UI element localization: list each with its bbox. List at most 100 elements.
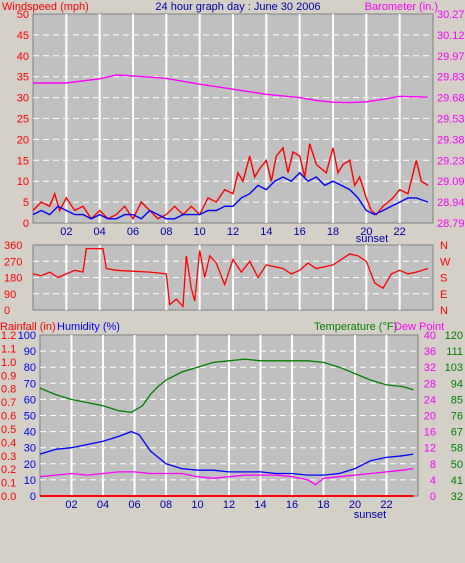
rainfall-tick-label: 0.3 bbox=[1, 451, 16, 463]
rain-humidity-temp-series bbox=[39, 358, 414, 497]
windspeed-ticks: 0 5 10 15 20 25 30 35 40 45 50 bbox=[17, 9, 29, 230]
x-tick-label: 16 bbox=[286, 499, 298, 511]
sunset-label-top: sunset bbox=[356, 233, 388, 245]
series-line-magenta bbox=[33, 74, 429, 104]
wind-direction-series bbox=[32, 247, 429, 308]
wind-baro-grid bbox=[33, 14, 433, 223]
direction-degree-label: 0 bbox=[4, 305, 10, 317]
rain-humidity-temp-x-ticks: 02 04 06 08 10 12 14 16 18 20 22 bbox=[65, 499, 392, 511]
direction-compass-label: E bbox=[440, 289, 447, 301]
series-line-magenta bbox=[39, 467, 414, 486]
humidity-tick-label: 100 bbox=[18, 330, 36, 342]
humidity-tick-label: 0 bbox=[30, 491, 36, 503]
temperature-axis-label: Temperature (°F) bbox=[314, 321, 397, 333]
windspeed-tick-label: 5 bbox=[23, 197, 29, 209]
x-tick-label: 02 bbox=[60, 226, 72, 238]
chart-title: 24 hour graph day : June 30 2006 bbox=[155, 1, 320, 13]
series-line-green bbox=[39, 358, 414, 413]
dew-point-tick-label: 12 bbox=[424, 443, 436, 455]
rainfall-tick-label: 0.2 bbox=[1, 464, 16, 476]
sunset-label-bottom: sunset bbox=[354, 509, 386, 521]
dew-point-tick-label: 40 bbox=[424, 330, 436, 342]
dew-point-tick-label: 32 bbox=[424, 362, 436, 374]
rainfall-tick-label: 1.1 bbox=[1, 343, 16, 355]
temperature-tick-label: 94 bbox=[451, 378, 463, 390]
rainfall-tick-label: 1.0 bbox=[1, 357, 16, 369]
windspeed-tick-label: 10 bbox=[17, 176, 29, 188]
temperature-tick-label: 120 bbox=[445, 330, 463, 342]
rainfall-tick-label: 0.6 bbox=[1, 411, 16, 423]
x-tick-label: 14 bbox=[254, 499, 266, 511]
windspeed-tick-label: 20 bbox=[17, 134, 29, 146]
windspeed-axis-label: Windspeed (mph) bbox=[2, 1, 89, 13]
windspeed-tick-label: 45 bbox=[17, 30, 29, 42]
direction-compass-label: S bbox=[440, 273, 447, 285]
windspeed-tick-label: 15 bbox=[17, 155, 29, 167]
temperature-tick-label: 111 bbox=[446, 346, 463, 358]
x-tick-label: 16 bbox=[294, 226, 306, 238]
windspeed-tick-label: 50 bbox=[17, 9, 29, 21]
direction-degree-label: 180 bbox=[4, 273, 22, 285]
dew-point-tick-label: 24 bbox=[424, 394, 436, 406]
barometer-tick-label: 29.38 bbox=[437, 134, 465, 146]
rainfall-tick-label: 1.2 bbox=[1, 330, 16, 342]
barometer-tick-label: 30.27 bbox=[437, 9, 465, 21]
dew-point-tick-label: 0 bbox=[430, 491, 436, 503]
barometer-ticks: 28.79 28.94 29.09 29.23 29.38 29.53 29.68 29.83… bbox=[437, 9, 465, 230]
dew-point-ticks: 0 4 8 12 16 20 24 28 32 36 40 bbox=[424, 330, 436, 503]
dew-point-tick-label: 28 bbox=[424, 378, 436, 390]
wind-baro-x-ticks: 02 04 06 08 10 12 14 16 18 20 22 bbox=[60, 226, 406, 238]
direction-degree-ticks: 0 90 180 270 360 bbox=[4, 240, 22, 317]
temperature-tick-label: 85 bbox=[451, 394, 463, 406]
barometer-tick-label: 29.53 bbox=[437, 114, 465, 126]
windspeed-tick-label: 25 bbox=[17, 114, 29, 126]
humidity-axis-label: Humidity (%) bbox=[57, 321, 120, 333]
temperature-ticks: 32 41 50 58 67 76 85 94 103 111 120 bbox=[445, 330, 463, 503]
barometer-tick-label: 29.09 bbox=[437, 176, 465, 188]
x-tick-label: 08 bbox=[160, 226, 172, 238]
direction-degree-label: 90 bbox=[4, 289, 16, 301]
humidity-tick-label: 20 bbox=[24, 459, 36, 471]
dew-point-tick-label: 20 bbox=[424, 411, 436, 423]
rainfall-tick-label: 0.0 bbox=[1, 491, 16, 503]
humidity-tick-label: 30 bbox=[24, 443, 36, 455]
wind-baro-series bbox=[32, 74, 429, 221]
windspeed-tick-label: 30 bbox=[17, 93, 29, 105]
series-line-blue bbox=[32, 171, 429, 220]
barometer-tick-label: 28.94 bbox=[437, 197, 465, 209]
dew-point-tick-label: 4 bbox=[430, 475, 436, 487]
temperature-tick-label: 41 bbox=[451, 475, 463, 487]
barometer-tick-label: 29.68 bbox=[437, 93, 465, 105]
dew-point-tick-label: 16 bbox=[424, 427, 436, 439]
direction-degree-label: 270 bbox=[4, 256, 22, 268]
barometer-axis-label: Barometer (in.) bbox=[365, 1, 438, 13]
x-tick-label: 04 bbox=[94, 226, 106, 238]
x-tick-label: 10 bbox=[194, 226, 206, 238]
x-tick-label: 18 bbox=[317, 499, 329, 511]
temperature-tick-label: 32 bbox=[451, 491, 463, 503]
humidity-tick-label: 60 bbox=[24, 394, 36, 406]
temperature-tick-label: 58 bbox=[451, 443, 463, 455]
dew-point-tick-label: 36 bbox=[424, 346, 436, 358]
x-tick-label: 14 bbox=[260, 226, 272, 238]
barometer-tick-label: 30.12 bbox=[437, 30, 465, 42]
direction-compass-label: W bbox=[440, 256, 451, 268]
x-tick-label: 20 bbox=[349, 499, 361, 511]
humidity-tick-label: 40 bbox=[24, 427, 36, 439]
rainfall-tick-label: 0.9 bbox=[1, 370, 16, 382]
humidity-tick-label: 70 bbox=[24, 378, 36, 390]
humidity-tick-label: 50 bbox=[24, 411, 36, 423]
humidity-tick-label: 90 bbox=[24, 346, 36, 358]
dew-point-tick-label: 8 bbox=[430, 459, 436, 471]
x-tick-label: 08 bbox=[160, 499, 172, 511]
x-tick-label: 22 bbox=[394, 226, 406, 238]
humidity-ticks: 0 10 20 30 40 50 60 70 80 90 100 bbox=[18, 330, 36, 503]
rainfall-tick-label: 0.7 bbox=[1, 397, 16, 409]
barometer-tick-label: 28.79 bbox=[437, 218, 465, 230]
rainfall-ticks: 0.00.1 0.20.3 0.40.50.6 0.70.8 0.91.0 1.11.2 bbox=[1, 330, 16, 503]
temperature-tick-label: 103 bbox=[445, 362, 463, 374]
windspeed-tick-label: 40 bbox=[17, 51, 29, 63]
x-tick-label: 04 bbox=[97, 499, 109, 511]
